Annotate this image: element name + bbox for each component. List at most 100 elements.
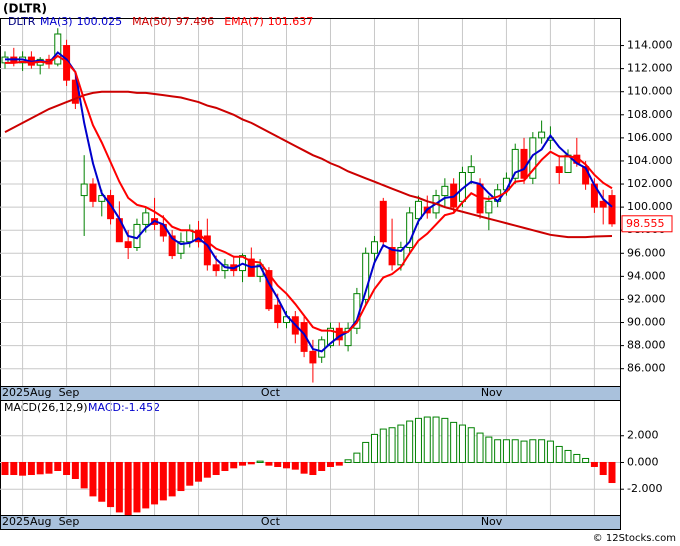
legend-value: 100.025 — [77, 15, 123, 28]
bar — [353, 452, 361, 463]
legend-value: 101.637 — [268, 15, 314, 28]
bar — [511, 439, 519, 463]
line — [5, 54, 613, 334]
macd-value: MACD:-1.452 — [88, 401, 160, 414]
bar — [599, 461, 607, 476]
bar — [326, 461, 334, 467]
x-axis-band — [0, 515, 621, 530]
bar — [538, 439, 546, 463]
price-tag-label: 98.555 — [626, 217, 665, 230]
bar — [608, 461, 616, 484]
candle-body — [274, 304, 282, 324]
candle-body — [599, 200, 607, 208]
bar — [1, 461, 9, 476]
candle-body — [520, 148, 528, 179]
candle-body — [485, 200, 493, 214]
bar — [133, 461, 141, 513]
bar — [247, 461, 255, 465]
candle-body — [300, 322, 308, 352]
candle-body — [414, 200, 422, 220]
x-tick-label: Sep — [59, 515, 80, 528]
bar — [309, 461, 317, 476]
candle-body — [467, 166, 475, 173]
bar — [573, 453, 581, 463]
price-panel — [0, 18, 621, 387]
footer: © 12Stocks.com — [593, 533, 676, 544]
bar — [423, 416, 431, 463]
candle-body — [142, 212, 150, 225]
bar — [98, 461, 106, 502]
bar — [362, 441, 370, 463]
bar — [485, 436, 493, 463]
bar — [555, 445, 563, 463]
x-tick-label: 2025Aug — [2, 515, 51, 528]
bar — [520, 440, 528, 463]
bar — [274, 461, 282, 467]
bar — [344, 459, 352, 463]
bar — [89, 461, 97, 497]
bar — [221, 461, 229, 471]
bar — [115, 461, 123, 513]
bar — [10, 461, 18, 476]
bar — [27, 461, 35, 476]
bar — [590, 461, 598, 467]
bar — [441, 417, 449, 463]
bar — [212, 461, 220, 476]
bar — [71, 461, 79, 480]
candle-body — [326, 327, 334, 347]
bar — [370, 433, 378, 463]
candle-body — [362, 252, 370, 300]
bar — [450, 421, 458, 463]
bar — [291, 461, 299, 470]
x-tick-label: Oct — [261, 515, 281, 528]
y-tick-label: 94.000 — [627, 269, 666, 282]
bar — [36, 461, 44, 475]
bar — [159, 461, 167, 501]
bar — [406, 420, 414, 463]
legend-label: EMA(7) — [224, 15, 264, 28]
bar — [414, 417, 422, 463]
macd-title: MACD(26,12,9) — [4, 401, 88, 414]
bar — [397, 424, 405, 463]
candle-body — [555, 166, 563, 173]
candle-body — [107, 195, 115, 220]
candle-body — [344, 327, 352, 347]
bar — [63, 461, 71, 476]
bar — [432, 416, 440, 463]
bar — [300, 461, 308, 474]
bar — [476, 432, 484, 463]
bar — [45, 461, 53, 474]
candle-body — [608, 195, 616, 225]
bar — [283, 461, 291, 469]
y-tick-label: 114.000 — [627, 39, 673, 52]
bar — [239, 461, 247, 466]
bar — [195, 461, 203, 482]
legend-label: MA(50) — [132, 15, 172, 28]
x-tick-label: Sep — [59, 386, 80, 399]
price-tag — [621, 215, 673, 233]
bar — [124, 461, 132, 516]
bar — [318, 461, 326, 471]
bar — [19, 461, 27, 476]
bar — [265, 461, 273, 466]
y-tick-label: -2.000 — [627, 482, 662, 495]
y-tick-label: 102.000 — [627, 177, 673, 190]
x-axis-band — [0, 386, 621, 401]
candle-body — [406, 212, 414, 249]
bar — [335, 461, 343, 466]
bar — [256, 460, 264, 463]
bar — [151, 461, 159, 505]
candle-body — [54, 33, 62, 65]
bar — [142, 461, 150, 509]
candle-body — [124, 241, 132, 249]
bar — [203, 461, 211, 478]
y-tick-label: 112.000 — [627, 62, 673, 75]
x-tick-label: Oct — [261, 386, 281, 399]
bar — [379, 428, 387, 463]
candle-body — [538, 131, 546, 139]
bar — [107, 461, 115, 508]
candle-body — [511, 148, 519, 179]
candle-body — [177, 241, 185, 254]
bar — [177, 461, 185, 492]
